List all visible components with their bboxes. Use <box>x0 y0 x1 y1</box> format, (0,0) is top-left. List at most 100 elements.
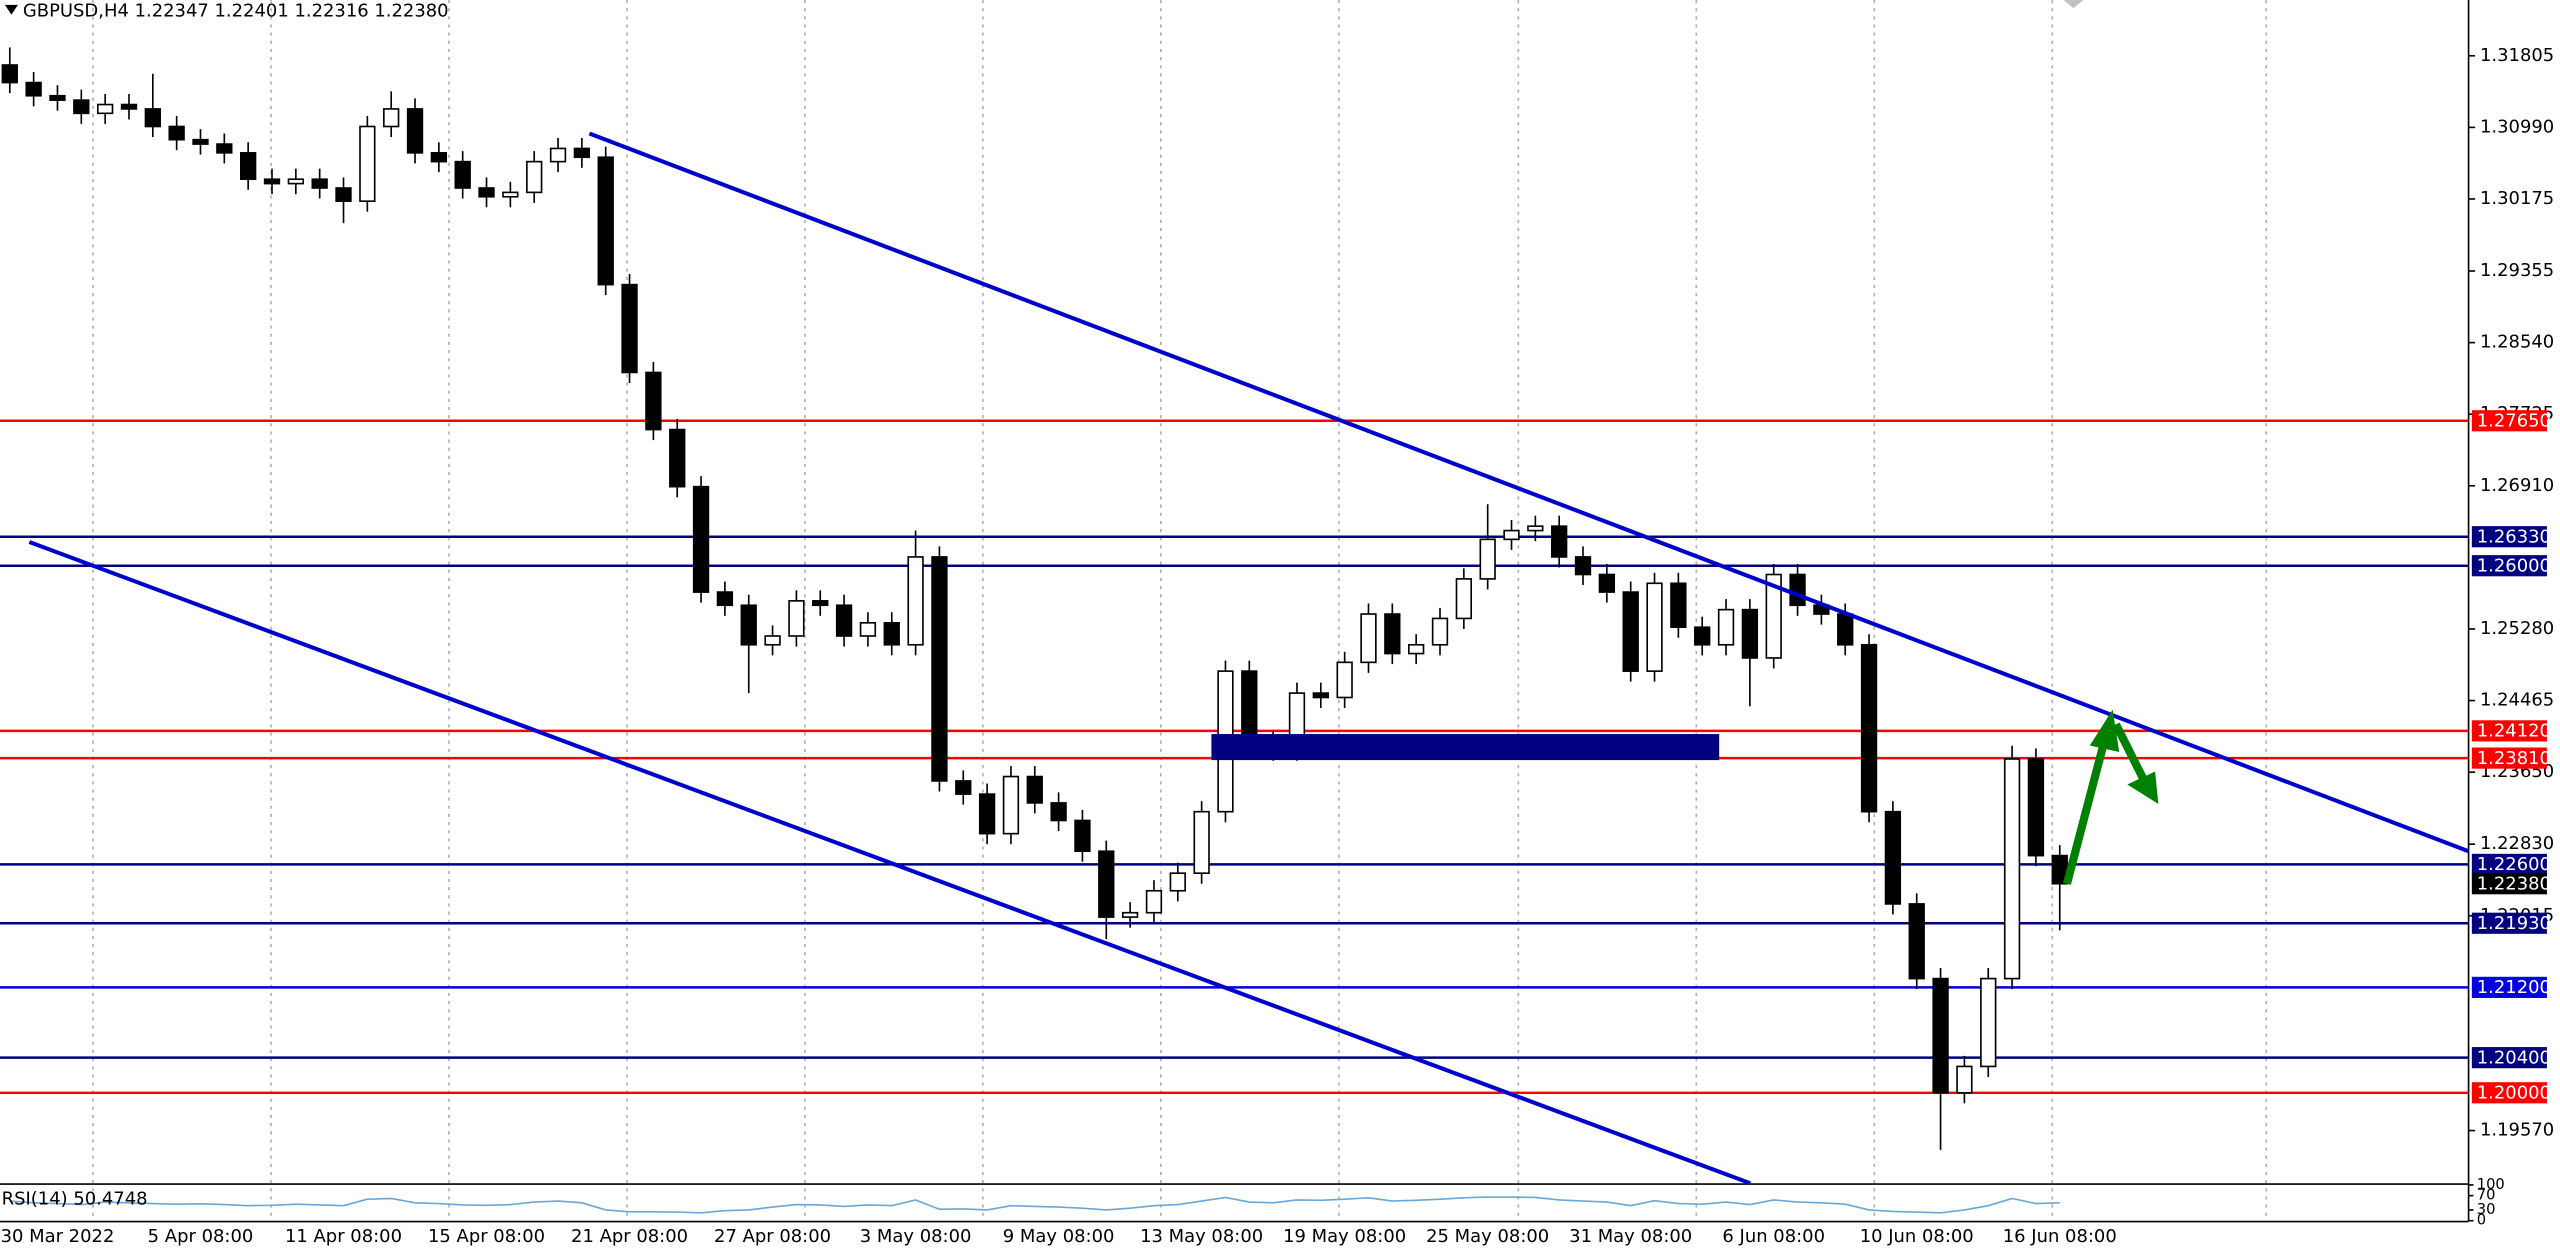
price-label-box <box>2471 912 2547 934</box>
candle-body <box>1551 525 1568 558</box>
candle-body <box>1360 613 1377 664</box>
candle-body <box>502 191 519 198</box>
candle-body <box>669 428 686 488</box>
y-tick-label: 1.25280 <box>2480 618 2554 639</box>
y-tick-label: 70 <box>2477 1187 2496 1204</box>
price-label: 1.22380 <box>2477 874 2551 895</box>
candle-body <box>454 160 471 189</box>
candle-body <box>645 371 662 431</box>
candle-body <box>1193 810 1210 874</box>
candle-body <box>96 103 114 115</box>
price-label: 1.26330 <box>2477 527 2551 548</box>
arrow-head <box>2127 771 2159 805</box>
candle-body <box>240 152 257 181</box>
candle-body <box>1002 775 1020 835</box>
indicator-line <box>9 1196 2060 1214</box>
x-tick-label: 31 May 08:00 <box>1569 1226 1692 1247</box>
y-tick-label: 30 <box>2477 1201 2496 1218</box>
y-tick-label: 1.30990 <box>2480 116 2554 137</box>
candle-body <box>621 283 638 374</box>
arrow-head <box>2089 709 2120 752</box>
candle-body <box>1169 872 1186 892</box>
price-label: 1.27650 <box>2477 411 2551 432</box>
candle-body <box>430 152 448 163</box>
candle-body <box>1098 850 1115 918</box>
candle-body <box>168 125 185 141</box>
candle-body <box>1026 775 1043 804</box>
candle-body <box>1574 556 1592 576</box>
x-tick-label: 5 Apr 08:00 <box>148 1226 254 1247</box>
x-tick-label: 25 May 08:00 <box>1426 1226 1549 1247</box>
candle-body <box>1408 643 1425 655</box>
candle-body <box>73 99 90 115</box>
trend-line <box>588 131 2470 854</box>
candle-body <box>955 780 972 795</box>
candle-body <box>1908 903 1925 980</box>
candle-body <box>1527 525 1544 532</box>
candle-body <box>978 793 996 835</box>
candle-body <box>788 600 805 637</box>
candle-body <box>597 156 614 286</box>
candle-body <box>144 108 161 128</box>
candle-body <box>1145 889 1163 914</box>
price-label: 1.22600 <box>2477 854 2551 875</box>
candle-body <box>1431 617 1449 646</box>
candle-body <box>883 622 900 646</box>
candle-body <box>25 81 42 97</box>
x-tick-label: 19 May 08:00 <box>1283 1226 1406 1247</box>
candle-body <box>1050 802 1067 822</box>
candle-body <box>263 178 281 185</box>
candle-body <box>1837 613 1854 646</box>
shift-marker <box>2063 0 2084 9</box>
candle-body <box>216 143 233 154</box>
price-label-box <box>2471 747 2547 769</box>
candle-body <box>1765 573 1782 659</box>
candle-body <box>478 187 495 198</box>
price-label: 1.26000 <box>2477 556 2551 577</box>
candle-body <box>1670 582 1687 629</box>
price-label-box <box>2471 1047 2547 1069</box>
y-tick-label: 100 <box>2477 1176 2505 1193</box>
y-tick-label: 1.28540 <box>2480 332 2554 353</box>
x-tick-label: 16 Jun 08:00 <box>2003 1226 2117 1247</box>
y-tick-label: 1.19570 <box>2480 1120 2554 1141</box>
candle-body <box>1789 573 1806 607</box>
candle-body <box>2003 758 2021 980</box>
x-tick-label: 6 Jun 08:00 <box>1722 1226 1825 1247</box>
candle-body <box>573 147 591 159</box>
candle-body <box>359 125 376 202</box>
price-label: 1.20000 <box>2477 1083 2551 1104</box>
drawings-layer <box>4 0 2470 1186</box>
candle-body <box>740 604 757 646</box>
chart-title: GBPUSD,H4 1.22347 1.22401 1.22316 1.2238… <box>23 0 449 21</box>
price-label-box <box>2471 526 2547 548</box>
candle-body <box>1622 591 1639 672</box>
candle-body <box>812 600 829 607</box>
y-tick-label: 1.22830 <box>2480 833 2554 854</box>
trend-line <box>28 540 1751 1186</box>
arrow-up <box>2062 739 2109 885</box>
candle-body <box>1241 670 1258 743</box>
y-tick-label: 1.26910 <box>2480 475 2554 496</box>
candle-body <box>835 604 853 637</box>
candle-body <box>1455 578 1472 620</box>
x-tick-label: 21 Apr 08:00 <box>571 1226 688 1247</box>
candle-body <box>2027 758 2045 857</box>
candle-body <box>311 178 328 189</box>
x-tick-label: 27 Apr 08:00 <box>714 1226 831 1247</box>
candle-body <box>716 591 734 607</box>
candle-body <box>335 187 352 202</box>
candle-body <box>192 138 209 145</box>
price-label-box <box>2471 873 2547 895</box>
candle-body <box>49 94 66 101</box>
candle-body <box>1860 643 1878 813</box>
candle-body <box>406 108 424 154</box>
candle-body <box>1 64 18 84</box>
candle-body <box>383 108 400 128</box>
x-tick-label: 13 May 08:00 <box>1140 1226 1263 1247</box>
candle-body <box>1336 661 1353 699</box>
candle-body <box>764 635 781 646</box>
candle-body <box>931 556 948 782</box>
price-label-box <box>2471 720 2547 742</box>
